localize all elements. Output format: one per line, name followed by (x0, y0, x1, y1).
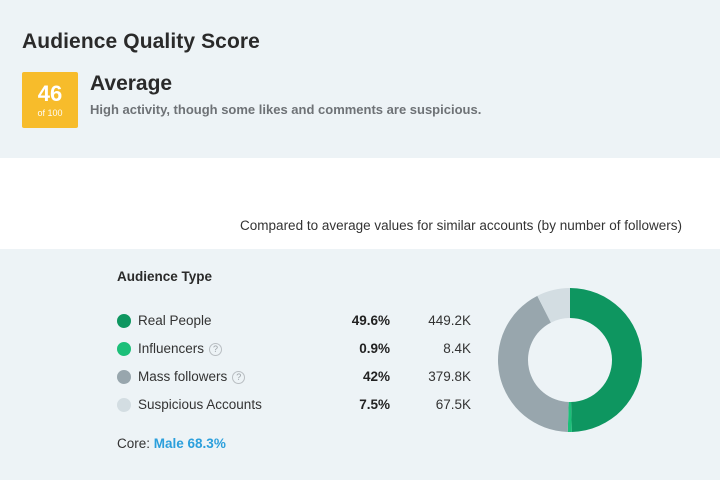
audience-type-panel: Audience Type Real People 49.6% 449.2K I… (0, 249, 720, 480)
legend-percent: 42% (362, 369, 390, 384)
donut-slice-real-people (570, 288, 643, 432)
core-audience: Core: Male 68.3% (117, 436, 226, 451)
legend-dot (117, 342, 131, 356)
legend-count: 379.8K (428, 369, 471, 384)
legend-dot (117, 370, 131, 384)
legend-percent: 0.9% (359, 341, 390, 356)
help-icon[interactable]: ? (232, 371, 246, 384)
legend-count: 67.5K (435, 397, 471, 412)
comparison-note: Compared to average values for similar a… (240, 218, 682, 233)
rating-label: Average (90, 72, 173, 95)
audience-donut-chart (497, 288, 643, 432)
donut-slice-mass-followers (497, 295, 569, 432)
legend-label-text: Mass followers (138, 369, 228, 384)
legend-label: Mass followers? (138, 369, 246, 384)
help-icon[interactable]: ? (209, 343, 223, 356)
core-value: Male 68.3% (153, 436, 226, 451)
legend-count: 8.4K (443, 341, 471, 356)
rating-description: High activity, though some likes and com… (90, 102, 482, 117)
legend-label: Influencers? (138, 341, 223, 356)
legend-dot (117, 314, 131, 328)
score-badge: 46 of 100 (22, 72, 78, 128)
score-scale: of 100 (37, 108, 63, 118)
legend-row-influencers: Influencers? 0.9% 8.4K (117, 339, 477, 359)
donut-slice-influencers (567, 401, 572, 432)
donut-slice-suspicious-accounts (537, 288, 570, 323)
legend-row-suspicious-accounts: Suspicious Accounts 7.5% 67.5K (117, 395, 477, 415)
legend-dot (117, 398, 131, 412)
legend-count: 449.2K (428, 313, 471, 328)
legend-row-real-people: Real People 49.6% 449.2K (117, 311, 477, 331)
legend-percent: 49.6% (351, 313, 390, 328)
score-value: 46 (37, 81, 63, 106)
legend-label: Suspicious Accounts (138, 397, 262, 412)
legend-row-mass-followers: Mass followers? 42% 379.8K (117, 367, 477, 387)
legend-label: Real People (138, 313, 212, 328)
core-label: Core: (117, 436, 151, 451)
page-title: Audience Quality Score (22, 30, 260, 53)
section-title: Audience Type (117, 269, 213, 284)
score-panel: Audience Quality Score 46 of 100 Average… (0, 0, 720, 158)
legend-label-text: Influencers (138, 341, 205, 356)
legend-percent: 7.5% (359, 397, 390, 412)
